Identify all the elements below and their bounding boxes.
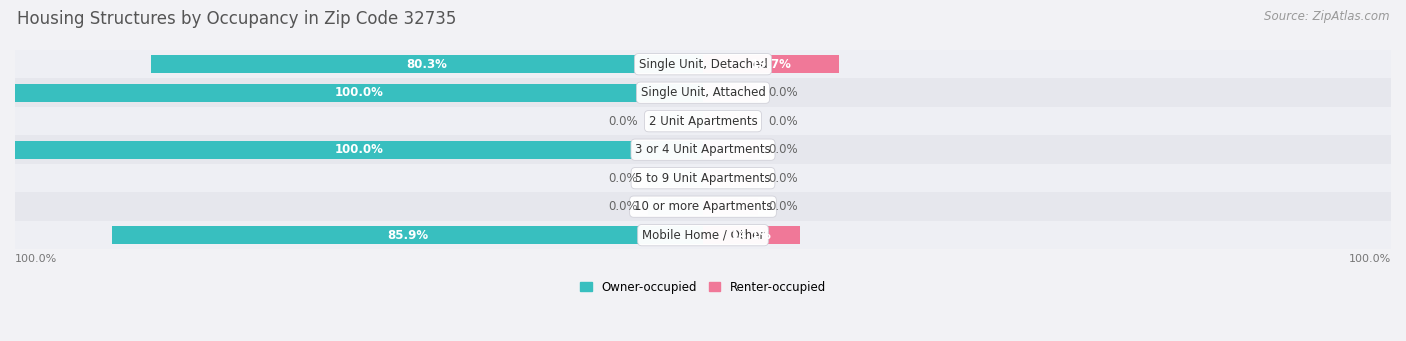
Bar: [703, 141, 758, 159]
Bar: [15, 50, 1391, 78]
Text: 80.3%: 80.3%: [406, 58, 447, 71]
Text: 0.0%: 0.0%: [607, 115, 638, 128]
Text: 0.0%: 0.0%: [768, 115, 799, 128]
Bar: [15, 164, 1391, 192]
Text: Mobile Home / Other: Mobile Home / Other: [641, 229, 765, 242]
Text: Housing Structures by Occupancy in Zip Code 32735: Housing Structures by Occupancy in Zip C…: [17, 10, 456, 28]
Text: 0.0%: 0.0%: [768, 86, 799, 99]
Bar: [112, 226, 703, 244]
Text: 0.0%: 0.0%: [768, 172, 799, 185]
Text: 100.0%: 100.0%: [1348, 254, 1391, 264]
Text: 0.0%: 0.0%: [607, 200, 638, 213]
Text: 85.9%: 85.9%: [387, 229, 427, 242]
Text: 10 or more Apartments: 10 or more Apartments: [634, 200, 772, 213]
Text: Single Unit, Detached: Single Unit, Detached: [638, 58, 768, 71]
Text: 0.0%: 0.0%: [607, 172, 638, 185]
Text: 0.0%: 0.0%: [768, 200, 799, 213]
Bar: [703, 198, 758, 216]
Text: 19.7%: 19.7%: [751, 58, 792, 71]
Bar: [648, 169, 703, 187]
Bar: [15, 84, 703, 102]
Bar: [703, 84, 758, 102]
Bar: [703, 55, 838, 73]
Bar: [703, 226, 800, 244]
Bar: [150, 55, 703, 73]
Bar: [15, 78, 1391, 107]
Text: 5 to 9 Unit Apartments: 5 to 9 Unit Apartments: [636, 172, 770, 185]
Text: 0.0%: 0.0%: [768, 143, 799, 156]
Bar: [15, 107, 1391, 135]
Text: 3 or 4 Unit Apartments: 3 or 4 Unit Apartments: [636, 143, 770, 156]
Bar: [703, 113, 758, 130]
Text: Source: ZipAtlas.com: Source: ZipAtlas.com: [1264, 10, 1389, 23]
Bar: [703, 169, 758, 187]
Bar: [648, 113, 703, 130]
Bar: [15, 192, 1391, 221]
Text: Single Unit, Attached: Single Unit, Attached: [641, 86, 765, 99]
Bar: [15, 135, 1391, 164]
Text: 100.0%: 100.0%: [335, 86, 384, 99]
Legend: Owner-occupied, Renter-occupied: Owner-occupied, Renter-occupied: [579, 281, 827, 294]
Bar: [15, 141, 703, 159]
Text: 100.0%: 100.0%: [15, 254, 58, 264]
Bar: [648, 198, 703, 216]
Text: 100.0%: 100.0%: [335, 143, 384, 156]
Bar: [15, 221, 1391, 249]
Text: 2 Unit Apartments: 2 Unit Apartments: [648, 115, 758, 128]
Text: 14.1%: 14.1%: [731, 229, 772, 242]
